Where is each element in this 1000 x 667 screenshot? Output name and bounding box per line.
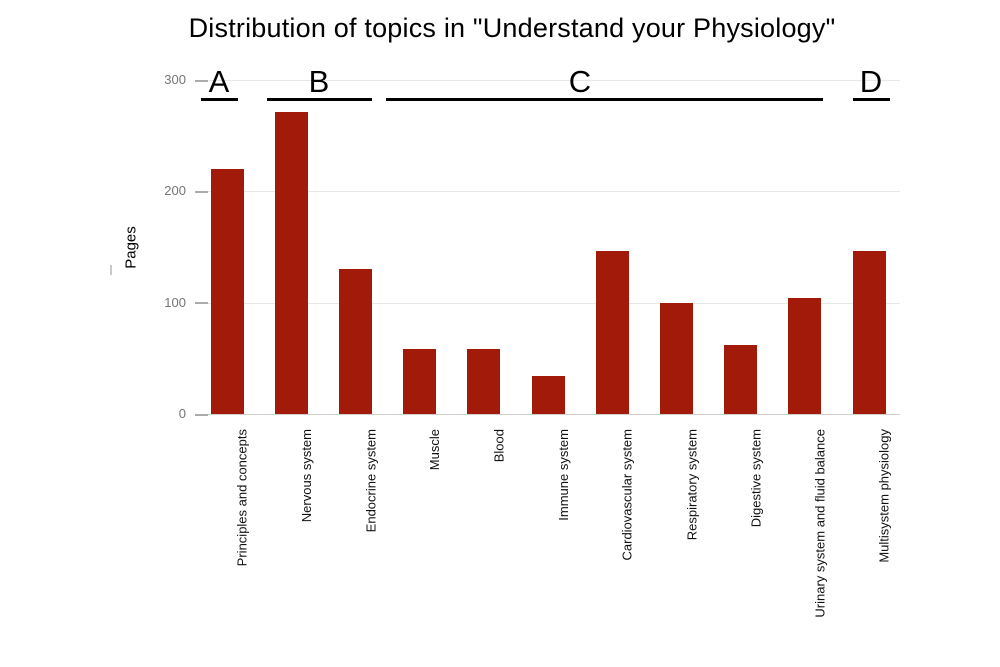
x-label-muscle: Muscle: [427, 429, 443, 471]
bar-muscle: [403, 349, 437, 414]
bar-endocrine-system: [338, 269, 372, 414]
annotation-letter-a: A: [208, 64, 230, 99]
annotation-line-b: [267, 98, 372, 101]
gridline-300: [195, 80, 900, 81]
bar-immune-system: [531, 376, 565, 414]
x-label-nervous-system: Nervous system: [298, 429, 314, 523]
y-tick-200: [195, 190, 208, 193]
annotation-line-d: [853, 98, 890, 101]
y-tick-300: [195, 79, 208, 82]
bar-multisystem-physiology: [852, 251, 886, 414]
bar-nervous-system: [274, 112, 308, 414]
y-tick-label-100: 100: [164, 294, 186, 310]
y-axis-tick-mark: [110, 265, 112, 275]
annotation-letter-c: C: [568, 64, 592, 99]
y-tick-label-200: 200: [164, 183, 186, 199]
x-label-endocrine-system: Endocrine system: [362, 429, 378, 533]
x-label-blood: Blood: [491, 429, 507, 463]
bar-blood: [467, 349, 501, 414]
y-axis-title: Pages: [122, 226, 140, 269]
gridline-200: [195, 191, 900, 193]
bar-cardiovascular-system: [595, 251, 629, 414]
x-label-multisystem-physiology: Multisystem physiology: [876, 429, 892, 563]
chart-title: Distribution of topics in "Understand yo…: [188, 13, 836, 43]
gridline-100: [195, 302, 900, 304]
x-label-cardiovascular-system: Cardiovascular system: [619, 429, 635, 561]
x-label-digestive-system: Digestive system: [748, 429, 764, 528]
annotation-letter-b: B: [308, 64, 330, 99]
bar-urinary-system-and-fluid-balance: [788, 298, 822, 414]
x-axis-baseline: [195, 414, 900, 415]
annotation-letter-d: D: [859, 64, 883, 99]
x-label-immune-system: Immune system: [555, 429, 571, 521]
x-label-respiratory-system: Respiratory system: [683, 429, 699, 541]
bar-respiratory-system: [659, 302, 693, 414]
annotation-line-c: [386, 98, 823, 101]
bar-principles-and-concepts: [210, 169, 244, 414]
y-tick-label-0: 0: [178, 406, 186, 421]
annotation-line-a: [201, 98, 238, 101]
x-label-urinary-system-and-fluid-balance: Urinary system and fluid balance: [812, 429, 828, 618]
y-tick-100: [195, 302, 208, 305]
bar-digestive-system: [724, 344, 758, 414]
x-label-principles-and-concepts: Principles and concepts: [234, 429, 250, 567]
y-tick-label-300: 300: [164, 72, 186, 87]
y-tick-0: [195, 413, 208, 416]
